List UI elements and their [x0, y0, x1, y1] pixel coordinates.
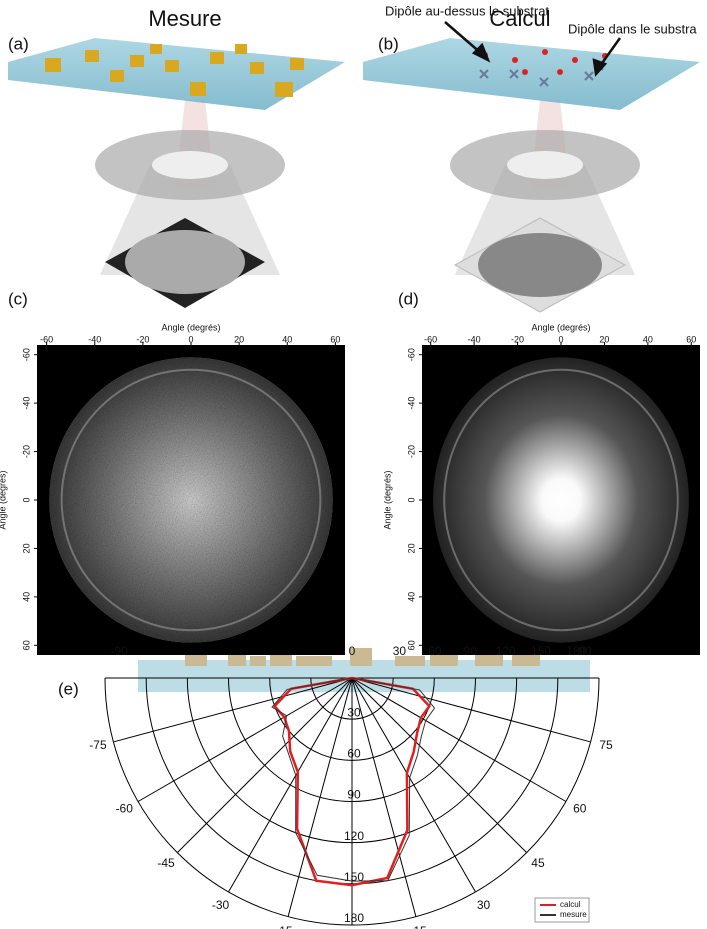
theta-tick-label: 15 [413, 924, 427, 929]
grid-ray [351, 677, 591, 743]
r-tick-label: 180 [344, 911, 364, 925]
x-tick-label: 60 [686, 334, 696, 344]
image-ring [443, 368, 679, 632]
grid-ray [351, 677, 567, 802]
y-tick-label: 0 [21, 497, 31, 502]
annotation: Dipôle au-dessus le substrat [385, 3, 549, 18]
x-tick-label: -40 [88, 334, 101, 344]
grid-ray [287, 677, 353, 917]
y-tick-label: -60 [21, 348, 31, 361]
y-tick-label: -60 [406, 348, 416, 361]
grid-ray [137, 677, 353, 802]
y-axis-title: Angle (degrés) [0, 470, 7, 529]
series-line [271, 677, 436, 882]
theta-tick-label: -90 [110, 644, 128, 658]
y-tick-label: -40 [21, 397, 31, 410]
panel-title: Mesure [148, 6, 221, 31]
y-tick-label: 20 [21, 543, 31, 553]
r-top-label: 150 [531, 644, 551, 658]
grid-ray [351, 677, 528, 854]
y-tick-label: 60 [406, 640, 416, 650]
sketch-a [8, 38, 345, 308]
legend [534, 897, 590, 923]
x-tick-label: -40 [468, 334, 481, 344]
theta-tick-label: 60 [573, 802, 587, 816]
theta-tick-label: -45 [157, 856, 175, 870]
x-tick-label: 40 [643, 334, 653, 344]
grid-ray [113, 677, 353, 743]
y-tick-label: 40 [406, 592, 416, 602]
x-tick-label: 20 [599, 334, 609, 344]
y-tick-label: 0 [406, 497, 416, 502]
x-axis-title: Angle (degrés) [531, 322, 590, 332]
x-tick-label: 40 [282, 334, 292, 344]
y-tick-label: 40 [21, 592, 31, 602]
theta-tick-label: 75 [599, 738, 613, 752]
r-top-label: 90 [464, 644, 478, 658]
image-ring [60, 368, 322, 632]
panel-label: (c) [8, 289, 28, 308]
theta-tick-label: 30 [477, 898, 491, 912]
grid-ray [351, 677, 417, 917]
series-line [272, 676, 431, 887]
panel-label: (d) [398, 289, 419, 308]
y-tick-label: 60 [21, 640, 31, 650]
sketch-b [363, 38, 700, 313]
r-tick-label: 150 [344, 870, 364, 884]
grid-ray [351, 677, 476, 893]
r-tick-label: 120 [344, 829, 364, 843]
legend-label: mesure [560, 910, 587, 919]
x-tick-label: 0 [558, 334, 563, 344]
image-disk [49, 357, 333, 643]
theta-tick-label: 45 [531, 856, 545, 870]
y-tick-label: -40 [406, 397, 416, 410]
legend-label: calcul [560, 900, 581, 909]
annotation: Dipôle dans le substra [568, 21, 697, 36]
r-top-label: 30 [393, 644, 407, 658]
theta-tick-label: 90 [578, 644, 592, 658]
panel-label: (e) [58, 679, 79, 698]
grid-ray [228, 677, 353, 893]
image-disk [433, 357, 689, 643]
r-top-label: 120 [496, 644, 516, 658]
x-tick-label: -60 [424, 334, 437, 344]
r-tick-label: 30 [347, 705, 361, 719]
y-axis-title: Angle (degrés) [382, 470, 392, 529]
x-tick-label: 60 [330, 334, 340, 344]
y-tick-label: -20 [406, 445, 416, 458]
x-tick-label: -20 [511, 334, 524, 344]
x-tick-label: 0 [188, 334, 193, 344]
panel-title: Calcul [489, 6, 550, 31]
theta-tick-label: -60 [116, 802, 134, 816]
r-tick-label: 60 [347, 747, 361, 761]
r-tick-label: 90 [347, 788, 361, 802]
theta-tick-label: -15 [275, 924, 293, 929]
panel-label: (a) [8, 34, 29, 53]
arrows [444, 21, 622, 77]
x-tick-label: -20 [136, 334, 149, 344]
y-tick-label: -20 [21, 445, 31, 458]
x-axis-title: Angle (degrés) [161, 322, 220, 332]
r-origin-label: 0 [349, 644, 356, 658]
r-top-label: 60 [428, 644, 442, 658]
r-top-label: 180 [566, 644, 586, 658]
x-tick-label: -60 [40, 334, 53, 344]
theta-tick-label: -30 [212, 898, 230, 912]
theta-tick-label: -75 [89, 738, 107, 752]
grid-ray [176, 677, 353, 854]
x-tick-label: 20 [234, 334, 244, 344]
panel-label: (b) [378, 34, 399, 53]
y-tick-label: 20 [406, 543, 416, 553]
